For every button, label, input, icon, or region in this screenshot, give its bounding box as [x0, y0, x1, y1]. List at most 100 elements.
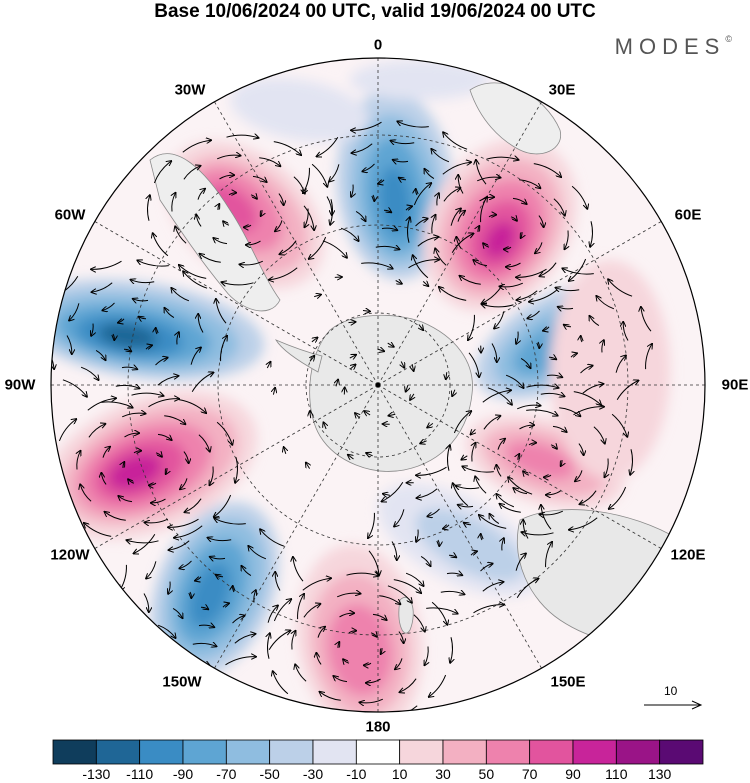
wind-vector	[437, 193, 439, 206]
colorbar-segment	[529, 739, 574, 765]
wind-vector	[408, 260, 439, 269]
wind-vector	[473, 260, 488, 267]
wind-vector	[366, 678, 381, 683]
wind-vector	[431, 601, 447, 625]
wind-vector	[261, 209, 262, 216]
wind-vector	[164, 415, 185, 424]
wind-vector	[128, 479, 135, 483]
wind-vector	[391, 141, 415, 144]
wind-vector	[172, 193, 176, 212]
wind-vector	[461, 456, 468, 460]
wind-vector	[526, 409, 557, 416]
wind-vector	[423, 281, 428, 286]
wind-vector	[406, 384, 408, 392]
wind-vector	[383, 210, 391, 212]
colorbar-segment	[95, 739, 141, 765]
wind-vector	[517, 290, 538, 300]
wind-vector	[177, 332, 179, 345]
wind-vector	[378, 180, 385, 184]
wind-vector	[393, 579, 421, 593]
wind-vector	[284, 447, 286, 454]
wind-vector	[468, 352, 479, 377]
wind-vector	[275, 220, 283, 231]
wind-vector	[443, 132, 468, 150]
wind-vector	[95, 349, 105, 360]
wind-vector	[351, 121, 382, 130]
wind-vector	[609, 486, 627, 509]
wind-vector	[124, 433, 140, 438]
wind-vector	[427, 508, 440, 517]
wind-vector	[87, 398, 116, 411]
wind-vector	[84, 523, 112, 537]
wind-vector	[102, 302, 115, 311]
wind-vector	[506, 262, 521, 267]
wind-vector	[407, 217, 409, 243]
wind-vector	[336, 593, 360, 598]
wind-vector	[295, 664, 307, 682]
wind-vector	[564, 325, 572, 327]
wind-vector	[541, 505, 552, 530]
wind-vector	[317, 137, 339, 156]
wind-vector	[630, 449, 632, 475]
wind-vector	[58, 419, 76, 442]
wind-vector	[442, 162, 471, 175]
wind-vector	[240, 260, 264, 265]
wind-vector	[375, 246, 400, 249]
wind-vector	[518, 454, 519, 461]
wind-vector	[528, 443, 536, 445]
wind-vector	[250, 195, 257, 199]
wind-vector	[457, 211, 465, 222]
wind-vector	[399, 178, 407, 180]
wind-vector	[482, 284, 504, 303]
wind-vector	[131, 393, 164, 396]
wind-vector	[453, 411, 471, 434]
meridian-line	[377, 384, 662, 549]
wind-vector	[443, 525, 450, 529]
wind-vector	[246, 240, 261, 245]
wind-vector	[278, 193, 284, 206]
wind-vector	[578, 443, 584, 456]
wind-vector	[275, 572, 281, 591]
meridian-line	[214, 384, 379, 669]
wind-vector	[91, 323, 93, 336]
colorbar-segment	[312, 739, 357, 765]
wind-vector	[450, 637, 452, 663]
colorbar-tick: 50	[478, 766, 495, 782]
wind-vector	[480, 564, 493, 572]
wind-vector	[590, 316, 600, 327]
wind-vector	[580, 366, 593, 374]
wind-vector	[200, 254, 221, 263]
wind-vector	[512, 197, 527, 204]
wind-vector	[362, 163, 375, 172]
wind-vector	[519, 179, 540, 188]
wind-vector	[166, 467, 167, 474]
wind-vector	[355, 210, 365, 221]
colorbar-segment	[399, 739, 444, 765]
wind-vector	[544, 475, 552, 477]
wind-vector	[593, 426, 605, 444]
wind-vector	[198, 434, 210, 452]
wind-vector	[311, 163, 327, 187]
wind-vector	[522, 532, 554, 535]
wind-vector	[502, 538, 504, 551]
wind-vector	[88, 424, 106, 438]
south-america	[149, 153, 281, 312]
wind-vector	[183, 451, 189, 464]
wind-vector	[582, 384, 604, 394]
wind-vector	[616, 381, 638, 400]
colorbar-tick: -10	[346, 766, 367, 782]
wind-vector	[451, 234, 473, 253]
wind-vector	[393, 160, 409, 162]
wind-vector	[641, 307, 652, 332]
wind-vector	[179, 560, 192, 569]
wind-vector	[267, 362, 270, 369]
wind-vector	[472, 443, 476, 462]
wind-vector	[552, 425, 567, 432]
wind-vector	[139, 637, 164, 655]
meridian-line	[94, 221, 379, 386]
wind-vector	[43, 307, 49, 332]
wind-vector	[118, 319, 125, 323]
wind-vector	[248, 546, 267, 560]
brand-logo: MODES©	[615, 34, 732, 60]
wind-vector	[151, 498, 166, 503]
